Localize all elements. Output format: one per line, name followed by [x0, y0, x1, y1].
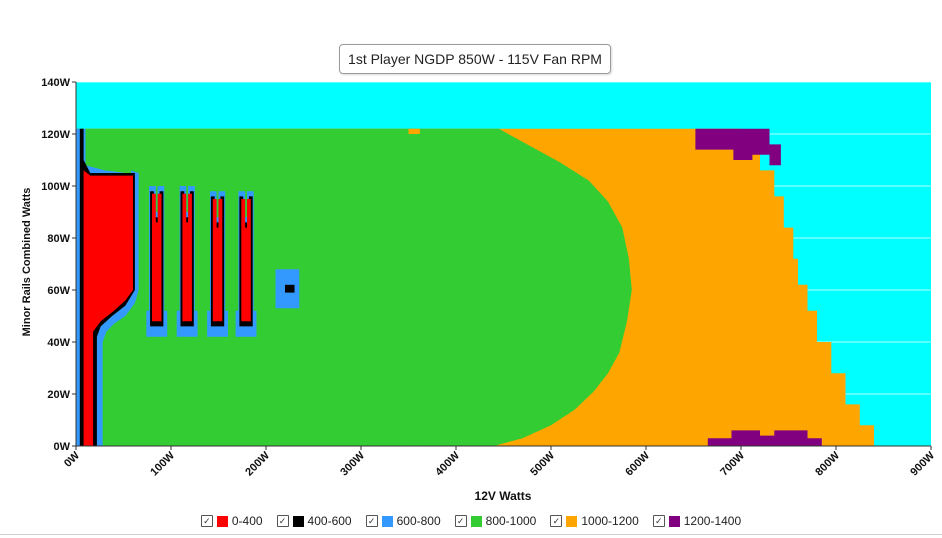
legend-checkbox[interactable]: ✓	[550, 515, 563, 527]
legend-checkbox[interactable]: ✓	[276, 515, 289, 527]
region-0-400	[182, 193, 192, 322]
region-0-400	[241, 199, 251, 322]
legend-swatch	[292, 515, 304, 527]
x-tick-label: 500W	[528, 449, 557, 478]
region-800-1000	[413, 440, 428, 446]
region-400-600	[285, 284, 295, 293]
x-tick-label: 900W	[908, 449, 937, 478]
x-tick-label: 600W	[623, 449, 652, 478]
legend-label: 1000-1200	[581, 514, 639, 528]
region-0-400	[152, 193, 162, 322]
chart-title: 1st Player NGDP 850W - 115V Fan RPM	[339, 44, 611, 74]
legend-label: 400-600	[307, 514, 352, 528]
region-0-400	[212, 199, 223, 322]
legend-item[interactable]: ✓ 1000-1200	[550, 514, 639, 528]
y-tick-label: 100W	[41, 181, 70, 193]
legend-swatch	[566, 515, 578, 527]
region-1200-1400	[707, 430, 822, 446]
legend-item[interactable]: ✓ 600-800	[365, 514, 441, 528]
x-tick-label: 700W	[718, 449, 747, 478]
region-0-400	[83, 170, 133, 446]
y-tick-label: 140W	[41, 77, 70, 89]
legend-item[interactable]: ✓ 1200-1400	[652, 514, 742, 528]
x-tick-label: 800W	[813, 449, 842, 478]
legend-item[interactable]: ✓ 400-600	[276, 514, 352, 528]
legend-swatch	[668, 515, 680, 527]
y-tick-label: 80W	[47, 233, 70, 245]
x-tick-label: 400W	[433, 449, 462, 478]
legend-item[interactable]: ✓ 800-1000	[454, 514, 537, 528]
legend-label: 600-800	[396, 514, 441, 528]
y-tick-label: 120W	[41, 129, 70, 141]
legend: ✓ 0-400 ✓ 400-600 ✓ 600-800 ✓ 800-1000 ✓ 1000-120…	[0, 512, 942, 530]
x-tick-label: 300W	[338, 449, 367, 478]
region-1000-1200	[408, 128, 420, 134]
region-1200-1400	[695, 128, 781, 166]
legend-label: 0-400	[231, 514, 263, 528]
y-tick-label: 20W	[47, 389, 70, 401]
contour-regions	[76, 128, 874, 447]
legend-swatch	[470, 515, 482, 527]
legend-swatch	[381, 515, 393, 527]
x-tick-label: 200W	[243, 449, 272, 478]
y-tick-label: 0W	[54, 441, 71, 453]
legend-item[interactable]: ✓ 0-400	[200, 514, 263, 528]
x-tick-label: 100W	[148, 449, 177, 478]
divider	[0, 534, 942, 535]
legend-label: 1200-1400	[683, 514, 742, 528]
legend-checkbox[interactable]: ✓	[365, 515, 378, 527]
legend-label: 800-1000	[485, 514, 537, 528]
legend-swatch	[216, 515, 228, 527]
y-tick-label: 60W	[47, 285, 70, 297]
legend-checkbox[interactable]: ✓	[652, 515, 665, 527]
x-axis-label: 12V Watts	[475, 489, 532, 503]
legend-checkbox[interactable]: ✓	[454, 515, 467, 527]
y-axis-label: Minor Rails Combined Watts	[21, 188, 33, 337]
legend-checkbox[interactable]: ✓	[200, 515, 213, 527]
y-tick-label: 40W	[47, 337, 70, 349]
